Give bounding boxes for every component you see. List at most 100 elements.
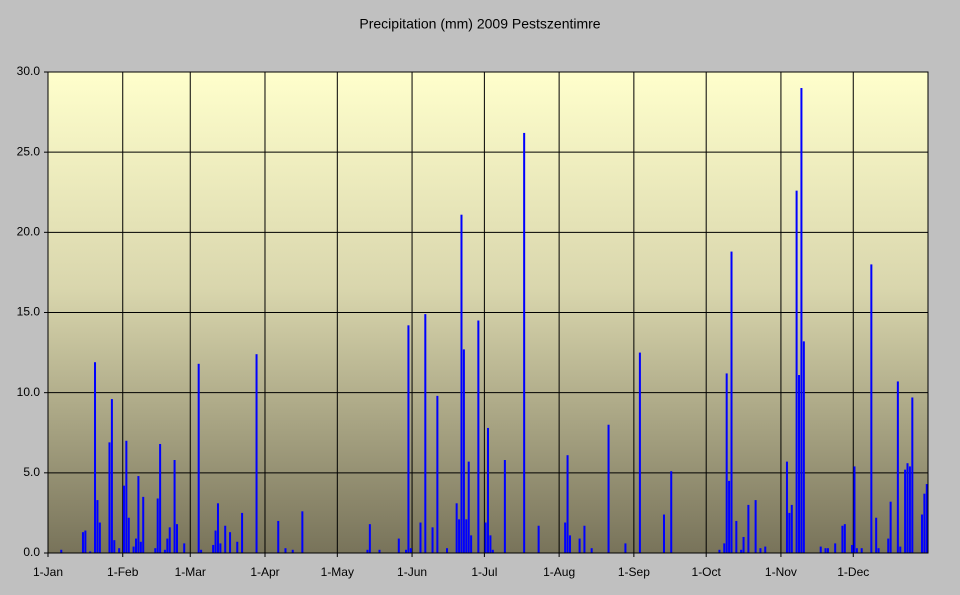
plot-border: [47, 71, 929, 554]
bar: [523, 132, 526, 553]
bar: [470, 535, 473, 553]
bar: [887, 538, 890, 553]
bar: [284, 548, 287, 553]
bar: [125, 440, 128, 553]
bar: [137, 476, 140, 553]
bar: [826, 548, 829, 553]
bar: [94, 362, 97, 553]
bar: [84, 530, 87, 553]
x-tick-label: 1-Aug: [543, 565, 575, 579]
bar: [795, 190, 798, 553]
bar: [467, 461, 470, 553]
y-tick-label: 15.0: [17, 305, 41, 319]
bar: [906, 463, 909, 553]
bar: [236, 541, 239, 553]
bar: [216, 503, 219, 553]
bar: [301, 511, 304, 553]
bar: [113, 540, 116, 553]
x-tick-label: 1-Mar: [175, 565, 206, 579]
bar: [911, 397, 914, 553]
x-tick-label: 1-Jun: [397, 565, 427, 579]
x-tick-label: 1-Feb: [107, 565, 139, 579]
bar: [163, 549, 166, 553]
bar: [132, 546, 135, 553]
y-tick-label: 25.0: [17, 144, 41, 158]
bar: [899, 546, 902, 553]
bar: [578, 538, 581, 553]
bar: [409, 548, 412, 553]
bar: [98, 522, 101, 553]
bar: [889, 501, 892, 553]
bar: [175, 524, 178, 553]
bar: [740, 549, 743, 553]
bar: [108, 442, 111, 553]
bar: [870, 264, 873, 553]
bar: [214, 530, 217, 553]
bar: [436, 395, 439, 553]
bar: [718, 549, 721, 553]
bar: [455, 503, 458, 553]
x-tick-label: 1-Dec: [837, 565, 869, 579]
bar: [670, 471, 673, 553]
bar: [725, 373, 728, 553]
bar: [790, 504, 793, 553]
bar: [764, 546, 767, 553]
bar: [875, 517, 878, 553]
bar: [255, 354, 258, 553]
bar: [368, 524, 371, 553]
bar: [166, 538, 169, 553]
bar: [489, 535, 492, 553]
bar: [843, 524, 846, 553]
bar: [747, 504, 750, 553]
x-tick-label: 1-Apr: [250, 565, 279, 579]
chart-title: Precipitation (mm) 2009 Pestszentimre: [359, 16, 600, 32]
bar: [800, 88, 803, 554]
bar: [60, 549, 63, 553]
x-tick-label: 1-May: [321, 565, 354, 579]
bar: [142, 496, 145, 553]
bar: [607, 424, 610, 553]
bar: [154, 548, 157, 553]
bar: [728, 480, 731, 553]
bar: [139, 541, 142, 553]
x-tick-label: 1-Sep: [618, 565, 650, 579]
x-tick-label: 1-Jul: [471, 565, 497, 579]
bar: [855, 548, 858, 553]
bar: [896, 381, 899, 553]
bar: [407, 325, 410, 553]
bar: [566, 455, 569, 553]
bar: [122, 485, 125, 553]
bar: [568, 535, 571, 553]
bar: [127, 517, 130, 553]
bar: [96, 500, 99, 553]
bar: [491, 549, 494, 553]
y-tick-label: 0.0: [23, 545, 40, 559]
bar: [484, 522, 487, 553]
x-tick-label: 1-Jan: [33, 565, 63, 579]
bar: [923, 493, 926, 553]
bar: [156, 498, 159, 553]
bar: [419, 522, 422, 553]
y-tick-label: 5.0: [23, 465, 40, 479]
bar: [851, 544, 854, 553]
bar: [465, 519, 468, 553]
bar: [802, 341, 805, 553]
bar: [742, 536, 745, 553]
bar: [431, 527, 434, 553]
bar: [460, 214, 463, 554]
bar: [638, 352, 641, 553]
bar: [446, 548, 449, 553]
bar: [860, 548, 863, 553]
bar: [378, 549, 381, 553]
bar: [89, 551, 92, 553]
bar: [229, 532, 232, 553]
bar: [168, 527, 171, 553]
bar: [904, 469, 907, 553]
bar: [908, 466, 911, 553]
bar: [819, 546, 822, 553]
bar: [754, 500, 757, 553]
bar: [841, 525, 844, 553]
bar: [458, 519, 461, 553]
bar: [730, 251, 733, 553]
x-tick-label: 1-Oct: [692, 565, 722, 579]
